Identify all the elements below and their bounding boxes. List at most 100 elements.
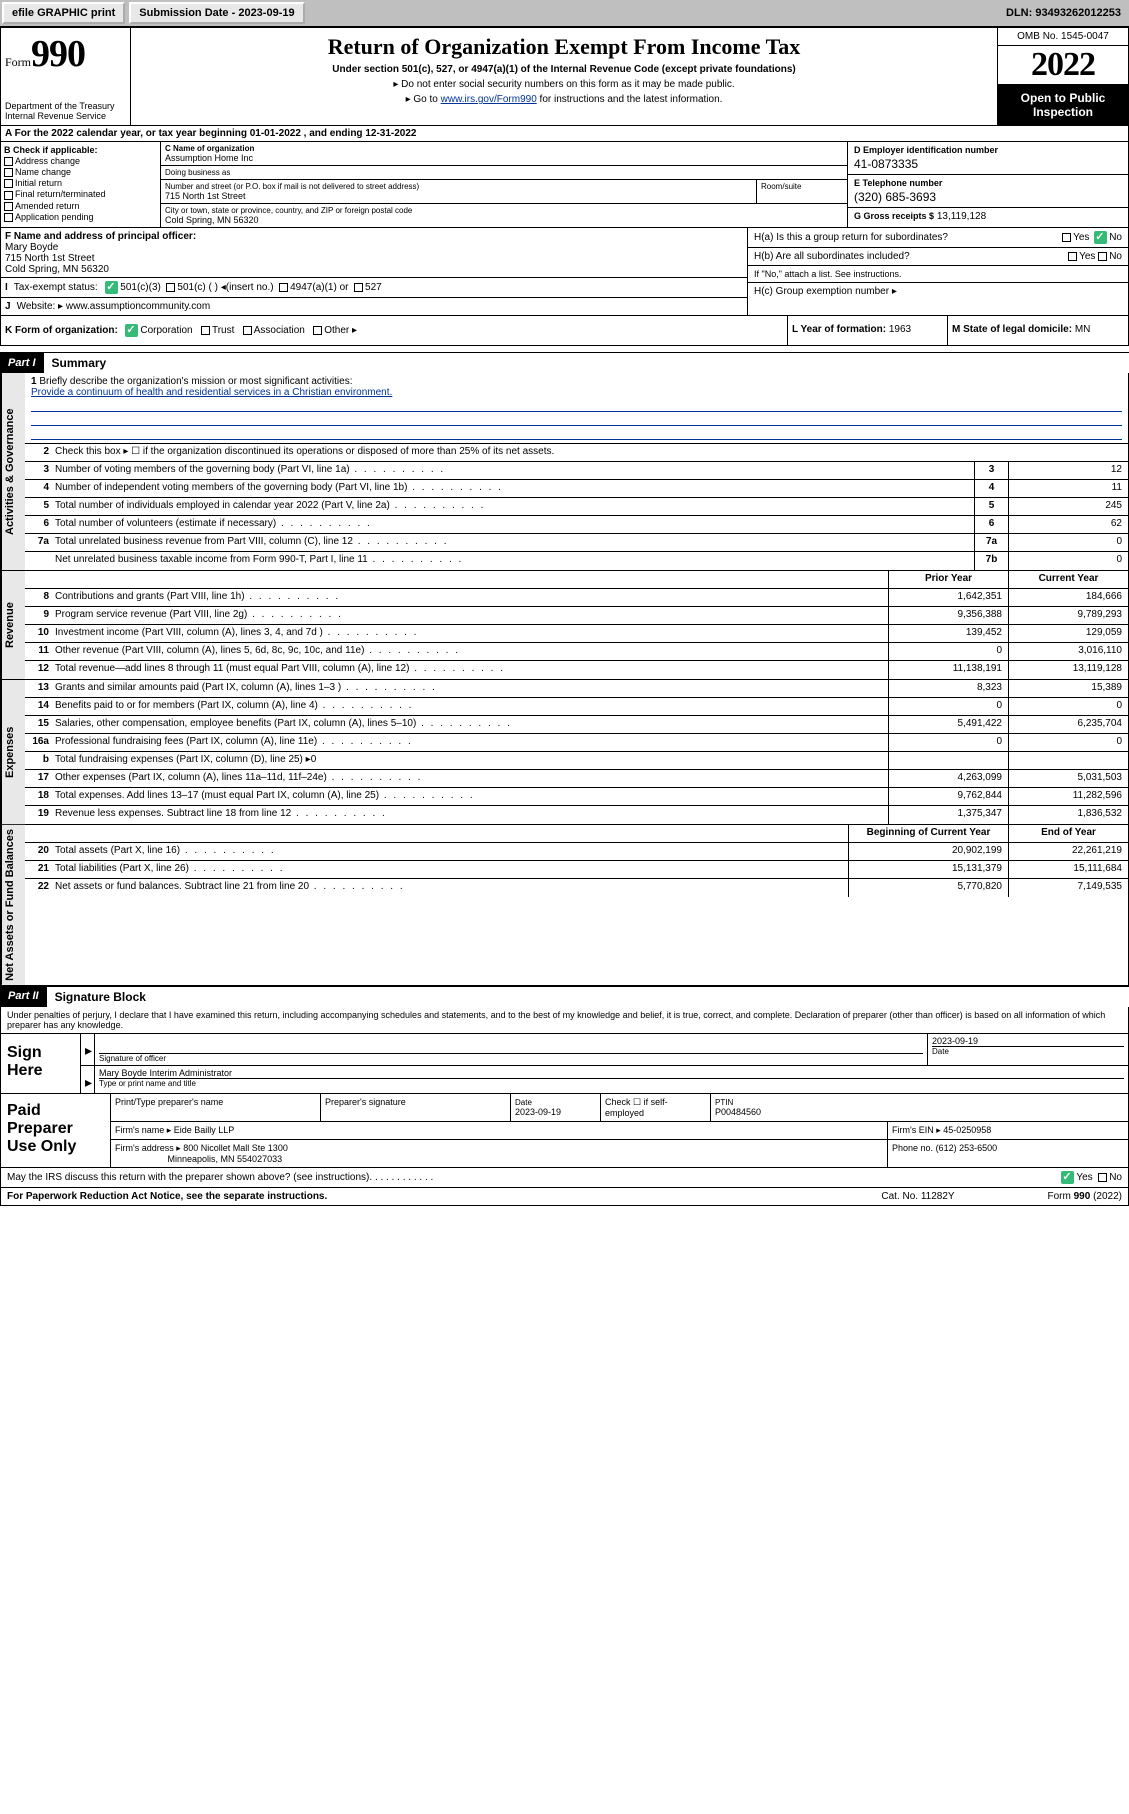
chk-amended-return[interactable]: Amended return <box>4 201 157 211</box>
officer-name-title: Mary Boyde Interim Administrator <box>99 1068 1124 1079</box>
part1-title: Summary <box>44 352 1129 373</box>
submission-date-label: Submission Date - <box>139 7 238 19</box>
col-eoy: End of Year <box>1008 825 1128 842</box>
row-a-period: A For the 2022 calendar year, or tax yea… <box>0 126 1129 142</box>
irs-link[interactable]: www.irs.gov/Form990 <box>441 94 537 105</box>
d-ein-value: 41-0873335 <box>854 157 1122 171</box>
vlabel-expenses: Expenses <box>1 680 25 824</box>
chk-501c3[interactable] <box>105 281 118 294</box>
f-name: Mary Boyde <box>5 242 58 253</box>
hdr-left: Form990 Department of the Treasury Inter… <box>1 28 131 125</box>
chk-4947[interactable] <box>279 283 288 292</box>
part1-body: Activities & Governance 1 Briefly descri… <box>0 373 1129 571</box>
note-ssn: ▸ Do not enter social security numbers o… <box>137 79 991 90</box>
sig-date-label: Date <box>932 1046 1124 1056</box>
k-label: K Form of organization: <box>5 325 118 336</box>
hb-note: If "No," attach a list. See instructions… <box>754 269 901 279</box>
open-to-public: Open to Public Inspection <box>998 85 1128 125</box>
line2-desc: Check this box ▸ ☐ if the organization d… <box>51 444 1128 461</box>
check-self-employed[interactable]: Check ☐ if self-employed <box>601 1094 711 1121</box>
firm-addr: 800 Nicollet Mall Ste 1300 <box>183 1143 288 1153</box>
c-name-label: C Name of organization <box>165 144 843 153</box>
mission-label: Briefly describe the organization's miss… <box>39 376 352 387</box>
part1-revenue: Revenue Prior Year Current Year 8Contrib… <box>0 571 1129 680</box>
table-row: 20Total assets (Part X, line 16)20,902,1… <box>25 843 1128 861</box>
prep-sig-label: Preparer's signature <box>321 1094 511 1121</box>
vlabel-revenue: Revenue <box>1 571 25 679</box>
table-row: 22Net assets or fund balances. Subtract … <box>25 879 1128 897</box>
j-label: Website: ▸ <box>17 301 64 312</box>
col-boc: Beginning of Current Year <box>848 825 1008 842</box>
k-trust[interactable] <box>201 326 210 335</box>
k-other[interactable] <box>313 326 322 335</box>
arrow-icon: ▸ <box>81 1066 95 1093</box>
table-row: 13Grants and similar amounts paid (Part … <box>25 680 1128 698</box>
discuss-label: May the IRS discuss this return with the… <box>7 1172 369 1183</box>
omb-number: OMB No. 1545-0047 <box>998 28 1128 46</box>
col-c-name-addr: C Name of organization Assumption Home I… <box>161 142 848 227</box>
f-addr1: 715 North 1st Street <box>5 253 95 264</box>
table-row: 19Revenue less expenses. Subtract line 1… <box>25 806 1128 824</box>
city-label: City or town, state or province, country… <box>165 206 843 215</box>
table-row: 18Total expenses. Add lines 13–17 (must … <box>25 788 1128 806</box>
chk-address-change[interactable]: Address change <box>4 156 157 166</box>
form-subtitle: Under section 501(c), 527, or 4947(a)(1)… <box>137 64 991 75</box>
b-label: B Check if applicable: <box>4 145 157 155</box>
m-value: MN <box>1075 324 1091 335</box>
sign-here: Sign Here <box>1 1034 81 1093</box>
chk-application-pending[interactable]: Application pending <box>4 212 157 222</box>
table-row: 8Contributions and grants (Part VIII, li… <box>25 589 1128 607</box>
table-row: 5Total number of individuals employed in… <box>25 498 1128 516</box>
l-label: L Year of formation: <box>792 324 886 335</box>
discuss-no[interactable] <box>1098 1173 1107 1182</box>
table-row: 14Benefits paid to or for members (Part … <box>25 698 1128 716</box>
col-current: Current Year <box>1008 571 1128 588</box>
submission-date-button[interactable]: Submission Date - 2023-09-19 <box>129 2 304 24</box>
submission-date-value: 2023-09-19 <box>238 7 294 19</box>
form-header: Form990 Department of the Treasury Inter… <box>0 27 1129 126</box>
table-row: 15Salaries, other compensation, employee… <box>25 716 1128 734</box>
k-assoc[interactable] <box>243 326 252 335</box>
mission-text: Provide a continuum of health and reside… <box>31 387 392 398</box>
part1-header: Part I Summary <box>0 352 1129 373</box>
hc-label: H(c) Group exemption number ▸ <box>754 286 897 297</box>
dba-label: Doing business as <box>165 168 843 177</box>
part2-tag: Part II <box>0 987 47 1005</box>
chk-501c[interactable] <box>166 283 175 292</box>
e-phone-label: E Telephone number <box>854 178 1122 188</box>
addr-label: Number and street (or P.O. box if mail i… <box>165 182 752 191</box>
chk-527[interactable] <box>354 283 363 292</box>
ha-no[interactable] <box>1094 231 1107 244</box>
chk-initial-return[interactable]: Initial return <box>4 178 157 188</box>
firm-city: Minneapolis, MN 554027033 <box>168 1154 283 1164</box>
hb-no[interactable] <box>1098 252 1107 261</box>
vlabel-netassets: Net Assets or Fund Balances <box>1 825 25 985</box>
discuss-yes[interactable] <box>1061 1171 1074 1184</box>
declaration: Under penalties of perjury, I declare th… <box>1 1007 1128 1034</box>
g-gross-label: G Gross receipts $ <box>854 211 934 221</box>
dept-label: Department of the Treasury Internal Reve… <box>5 101 126 121</box>
ptin-value: P00484560 <box>715 1107 761 1117</box>
table-row: 16aProfessional fundraising fees (Part I… <box>25 734 1128 752</box>
k-corp[interactable] <box>125 324 138 337</box>
table-row: 9Program service revenue (Part VIII, lin… <box>25 607 1128 625</box>
table-row: bTotal fundraising expenses (Part IX, co… <box>25 752 1128 770</box>
part1-expenses: Expenses 13Grants and similar amounts pa… <box>0 680 1129 825</box>
addr-value: 715 North 1st Street <box>165 191 752 201</box>
dln: DLN: 93493262012253 <box>1006 7 1127 19</box>
form-title: Return of Organization Exempt From Incom… <box>137 34 991 60</box>
sig-officer-label: Signature of officer <box>99 1054 923 1063</box>
efile-print-button[interactable]: efile GRAPHIC print <box>2 2 125 24</box>
ha-yes[interactable] <box>1062 233 1071 242</box>
table-row: 3Number of voting members of the governi… <box>25 462 1128 480</box>
chk-name-change[interactable]: Name change <box>4 167 157 177</box>
table-row: 21Total liabilities (Part X, line 26)15,… <box>25 861 1128 879</box>
hb-yes[interactable] <box>1068 252 1077 261</box>
form-ref: Form 990 (2022) <box>988 1188 1128 1205</box>
table-row: 6Total number of volunteers (estimate if… <box>25 516 1128 534</box>
city-value: Cold Spring, MN 56320 <box>165 215 843 225</box>
type-label: Type or print name and title <box>99 1079 1124 1088</box>
chk-final-return[interactable]: Final return/terminated <box>4 189 157 199</box>
col-prior: Prior Year <box>888 571 1008 588</box>
e-phone-value: (320) 685-3693 <box>854 190 1122 204</box>
